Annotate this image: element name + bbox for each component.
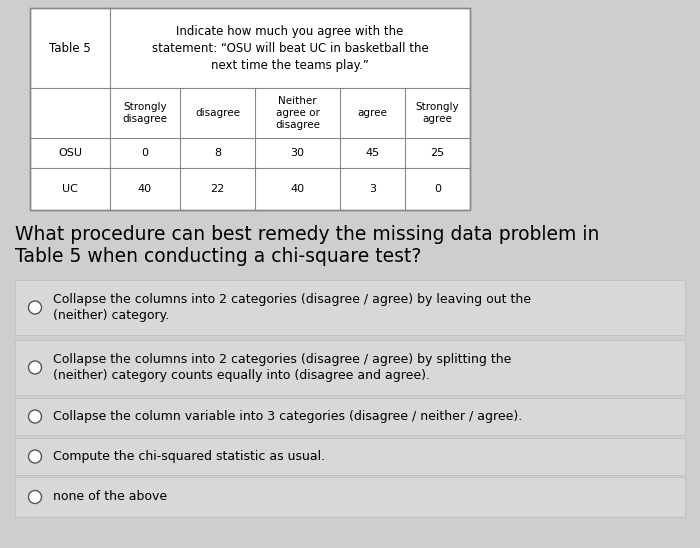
Text: 40: 40 — [138, 184, 152, 194]
Text: none of the above: none of the above — [53, 490, 167, 504]
Text: Collapse the column variable into 3 categories (disagree / neither / agree).: Collapse the column variable into 3 cate… — [53, 410, 522, 423]
Text: Table 5: Table 5 — [49, 42, 91, 54]
Text: 25: 25 — [430, 148, 444, 158]
FancyBboxPatch shape — [15, 477, 685, 517]
Text: Table 5 when conducting a chi-square test?: Table 5 when conducting a chi-square tes… — [15, 247, 421, 266]
FancyBboxPatch shape — [15, 398, 685, 435]
Text: Strongly
agree: Strongly agree — [416, 102, 459, 124]
Text: 45: 45 — [365, 148, 379, 158]
Text: Indicate how much you agree with the
statement: “OSU will beat UC in basketball : Indicate how much you agree with the sta… — [152, 25, 428, 71]
Text: 8: 8 — [214, 148, 221, 158]
Text: 30: 30 — [290, 148, 304, 158]
Text: What procedure can best remedy the missing data problem in: What procedure can best remedy the missi… — [15, 225, 599, 244]
Text: agree: agree — [358, 108, 387, 118]
Text: disagree: disagree — [195, 108, 240, 118]
Text: 40: 40 — [290, 184, 304, 194]
Text: Neither
agree or
disagree: Neither agree or disagree — [275, 96, 320, 129]
FancyBboxPatch shape — [15, 438, 685, 475]
Circle shape — [29, 490, 41, 504]
Circle shape — [29, 410, 41, 423]
FancyBboxPatch shape — [30, 8, 470, 210]
Text: Compute the chi-squared statistic as usual.: Compute the chi-squared statistic as usu… — [53, 450, 325, 463]
Text: 0: 0 — [141, 148, 148, 158]
Circle shape — [29, 301, 41, 314]
Text: Collapse the columns into 2 categories (disagree / agree) by leaving out the
(ne: Collapse the columns into 2 categories (… — [53, 293, 531, 322]
Circle shape — [29, 361, 41, 374]
Text: Collapse the columns into 2 categories (disagree / agree) by splitting the
(neit: Collapse the columns into 2 categories (… — [53, 353, 512, 383]
Text: OSU: OSU — [58, 148, 82, 158]
Circle shape — [29, 450, 41, 463]
Text: UC: UC — [62, 184, 78, 194]
Text: 3: 3 — [369, 184, 376, 194]
Text: 0: 0 — [434, 184, 441, 194]
Text: 22: 22 — [211, 184, 225, 194]
Text: Strongly
disagree: Strongly disagree — [122, 102, 167, 124]
FancyBboxPatch shape — [15, 340, 685, 395]
FancyBboxPatch shape — [15, 280, 685, 335]
